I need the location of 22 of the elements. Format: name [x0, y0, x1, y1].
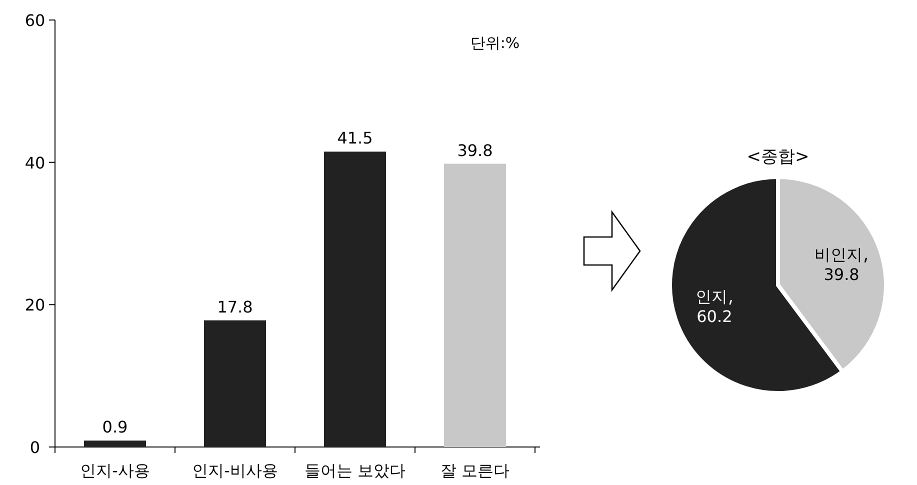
y-tick-label: 0 [30, 438, 40, 457]
x-tick-label: 인지-비사용 [192, 461, 278, 480]
data-label: 39.8 [824, 264, 860, 284]
y-tick-label: 40 [24, 153, 46, 172]
bar [324, 152, 386, 447]
x-tick-label: 들어는 보았다 [304, 461, 406, 480]
bar [444, 164, 506, 447]
bar [84, 440, 146, 447]
data-label: 60.2 [696, 307, 732, 326]
annotation: 단위:% [470, 34, 520, 52]
slice-label: 인지 [695, 287, 728, 306]
y-tick-label: 20 [24, 296, 46, 315]
slice-label: 비인지 [814, 244, 863, 264]
chart-title: <종합> [746, 147, 810, 167]
data-label: 0.9 [102, 418, 128, 437]
x-tick-label: 잘 모른다 [440, 461, 510, 480]
bar [204, 320, 266, 447]
y-tick-label: 60 [24, 11, 46, 30]
x-tick-label: 인지-사용 [80, 461, 150, 480]
data-label: 41.5 [337, 128, 373, 148]
data-label: 17.8 [217, 297, 253, 316]
data-label: 39.8 [457, 140, 493, 160]
